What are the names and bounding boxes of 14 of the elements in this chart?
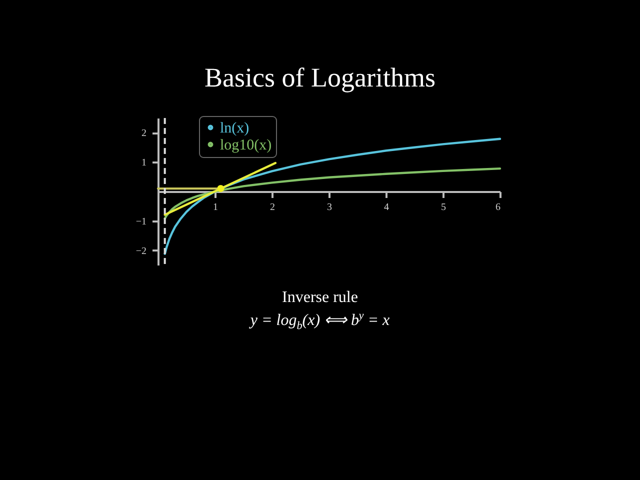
text: Inverse rule [282,289,358,306]
y-tick-label: −1 [136,216,146,228]
x-tick-label: 4 [384,202,389,213]
y-tick-label: 2 [142,128,146,140]
y-tick-label: −2 [136,246,146,257]
x-tick-label: 1 [213,202,218,213]
legend-label: ln(x) [220,120,250,136]
chart-title: Basics of Logarithms [204,62,436,92]
y-tick-label: 1 [142,158,146,169]
legend-label: log10(x) [220,138,272,154]
x-tick-label: 2 [270,202,275,213]
x-tick-label: 5 [441,202,446,213]
x-tick-label: 3 [327,202,332,213]
x-tick-label: 6 [496,202,500,213]
